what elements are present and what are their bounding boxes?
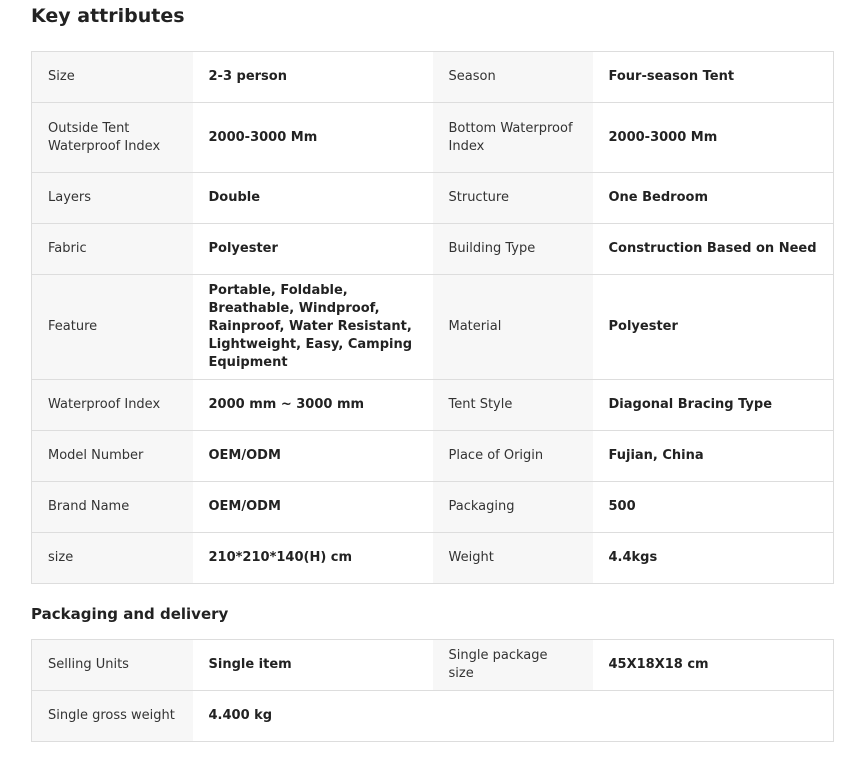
table-row: Model Number OEM/ODM Place of Origin Fujian… <box>31 430 834 482</box>
table-row: Layers Double Structure One Bedroom <box>31 172 834 224</box>
attribute-value: 500 <box>592 481 834 533</box>
attribute-label: Outside Tent Waterproof Index <box>31 102 193 173</box>
table-row: Selling Units Single item Single package s… <box>31 639 834 691</box>
attribute-label: Single gross weight <box>31 690 193 742</box>
table-row: Single gross weight 4.400 kg <box>31 690 834 742</box>
attribute-value: OEM/ODM <box>192 481 433 533</box>
attribute-label: Weight <box>432 532 593 584</box>
attribute-value: 210*210*140(H) cm <box>192 532 433 584</box>
attribute-value: Polyester <box>592 274 834 380</box>
attribute-label: Single package size <box>432 639 593 691</box>
attribute-label: Layers <box>31 172 193 224</box>
attribute-label: Season <box>432 51 593 103</box>
attribute-label: Size <box>31 51 193 103</box>
attribute-value: Diagonal Bracing Type <box>592 379 834 431</box>
attribute-label: Waterproof Index <box>31 379 193 431</box>
attribute-label: Brand Name <box>31 481 193 533</box>
attribute-label: Model Number <box>31 430 193 482</box>
attribute-value: 2000 mm ~ 3000 mm <box>192 379 433 431</box>
attribute-label: Tent Style <box>432 379 593 431</box>
table-row: Fabric Polyester Building Type Construction… <box>31 223 834 275</box>
attribute-value: One Bedroom <box>592 172 834 224</box>
attribute-value: Single item <box>192 639 433 691</box>
attribute-value: Double <box>192 172 433 224</box>
attribute-label <box>432 690 593 742</box>
attribute-value: 2-3 person <box>192 51 433 103</box>
packaging-table: Selling Units Single item Single package s… <box>31 639 834 742</box>
table-row: Outside Tent Waterproof Index 2000-3000 M… <box>31 102 834 173</box>
table-row: Size 2-3 person Season Four-season Tent <box>31 51 834 103</box>
attribute-label: Fabric <box>31 223 193 275</box>
attribute-value: 45X18X18 cm <box>592 639 834 691</box>
attribute-value: Four-season Tent <box>592 51 834 103</box>
attribute-value: Fujian, China <box>592 430 834 482</box>
attribute-value: Portable, Foldable, Breathable, Windproo… <box>192 274 433 380</box>
attribute-label: Structure <box>432 172 593 224</box>
table-row: Brand Name OEM/ODM Packaging 500 <box>31 481 834 533</box>
attribute-value: Polyester <box>192 223 433 275</box>
attribute-label: Selling Units <box>31 639 193 691</box>
attribute-label: Packaging <box>432 481 593 533</box>
attribute-value: 2000-3000 Mm <box>192 102 433 173</box>
attribute-label: size <box>31 532 193 584</box>
attribute-value: 2000-3000 Mm <box>592 102 834 173</box>
attribute-label: Bottom Waterproof Index <box>432 102 593 173</box>
attribute-value <box>592 690 834 742</box>
packaging-title: Packaging and delivery <box>31 605 229 623</box>
table-row: size 210*210*140(H) cm Weight 4.4kgs <box>31 532 834 584</box>
attribute-value: 4.400 kg <box>192 690 433 742</box>
attribute-value: Construction Based on Need <box>592 223 834 275</box>
key-attributes-table: Size 2-3 person Season Four-season Tent Outs… <box>31 51 834 584</box>
table-row: Waterproof Index 2000 mm ~ 3000 mm Tent St… <box>31 379 834 431</box>
attribute-label: Place of Origin <box>432 430 593 482</box>
attribute-label: Building Type <box>432 223 593 275</box>
table-row: Feature Portable, Foldable, Breathable, W… <box>31 274 834 380</box>
attribute-value: OEM/ODM <box>192 430 433 482</box>
attribute-value: 4.4kgs <box>592 532 834 584</box>
attribute-label: Feature <box>31 274 193 380</box>
key-attributes-title: Key attributes <box>31 5 185 27</box>
attribute-label: Material <box>432 274 593 380</box>
